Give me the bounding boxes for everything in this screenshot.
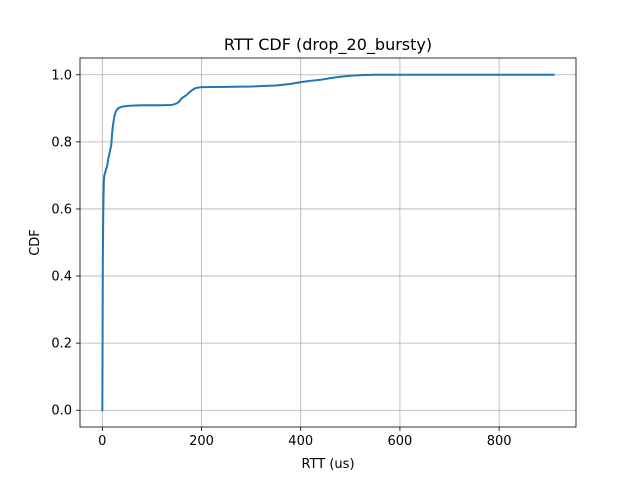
x-tick-label: 600 <box>388 434 413 449</box>
tick-marks <box>76 74 500 431</box>
y-tick-labels: 0.0 0.2 0.4 0.6 0.8 1.0 <box>51 68 72 418</box>
cdf-series-line <box>101 73 555 412</box>
y-axis-label: CDF <box>28 229 43 256</box>
grid-lines <box>80 58 576 427</box>
y-tick-label: 0.4 <box>51 270 72 285</box>
y-tick-label: 0.6 <box>51 202 72 217</box>
y-tick-label: 0.0 <box>51 404 72 419</box>
x-tick-label: 400 <box>288 434 313 449</box>
x-tick-label: 0 <box>98 434 106 449</box>
x-axis-label: RTT (us) <box>301 457 354 472</box>
series-layer <box>101 73 555 412</box>
x-tick-label: 200 <box>189 434 214 449</box>
x-tick-labels: 0 200 400 600 800 <box>98 434 511 449</box>
chart-title: RTT CDF (drop_20_bursty) <box>224 35 432 55</box>
x-tick-label: 800 <box>487 434 512 449</box>
y-tick-label: 1.0 <box>51 68 72 83</box>
axes-frame <box>79 57 577 428</box>
y-tick-label: 0.2 <box>51 337 72 352</box>
y-tick-label: 0.8 <box>51 135 72 150</box>
